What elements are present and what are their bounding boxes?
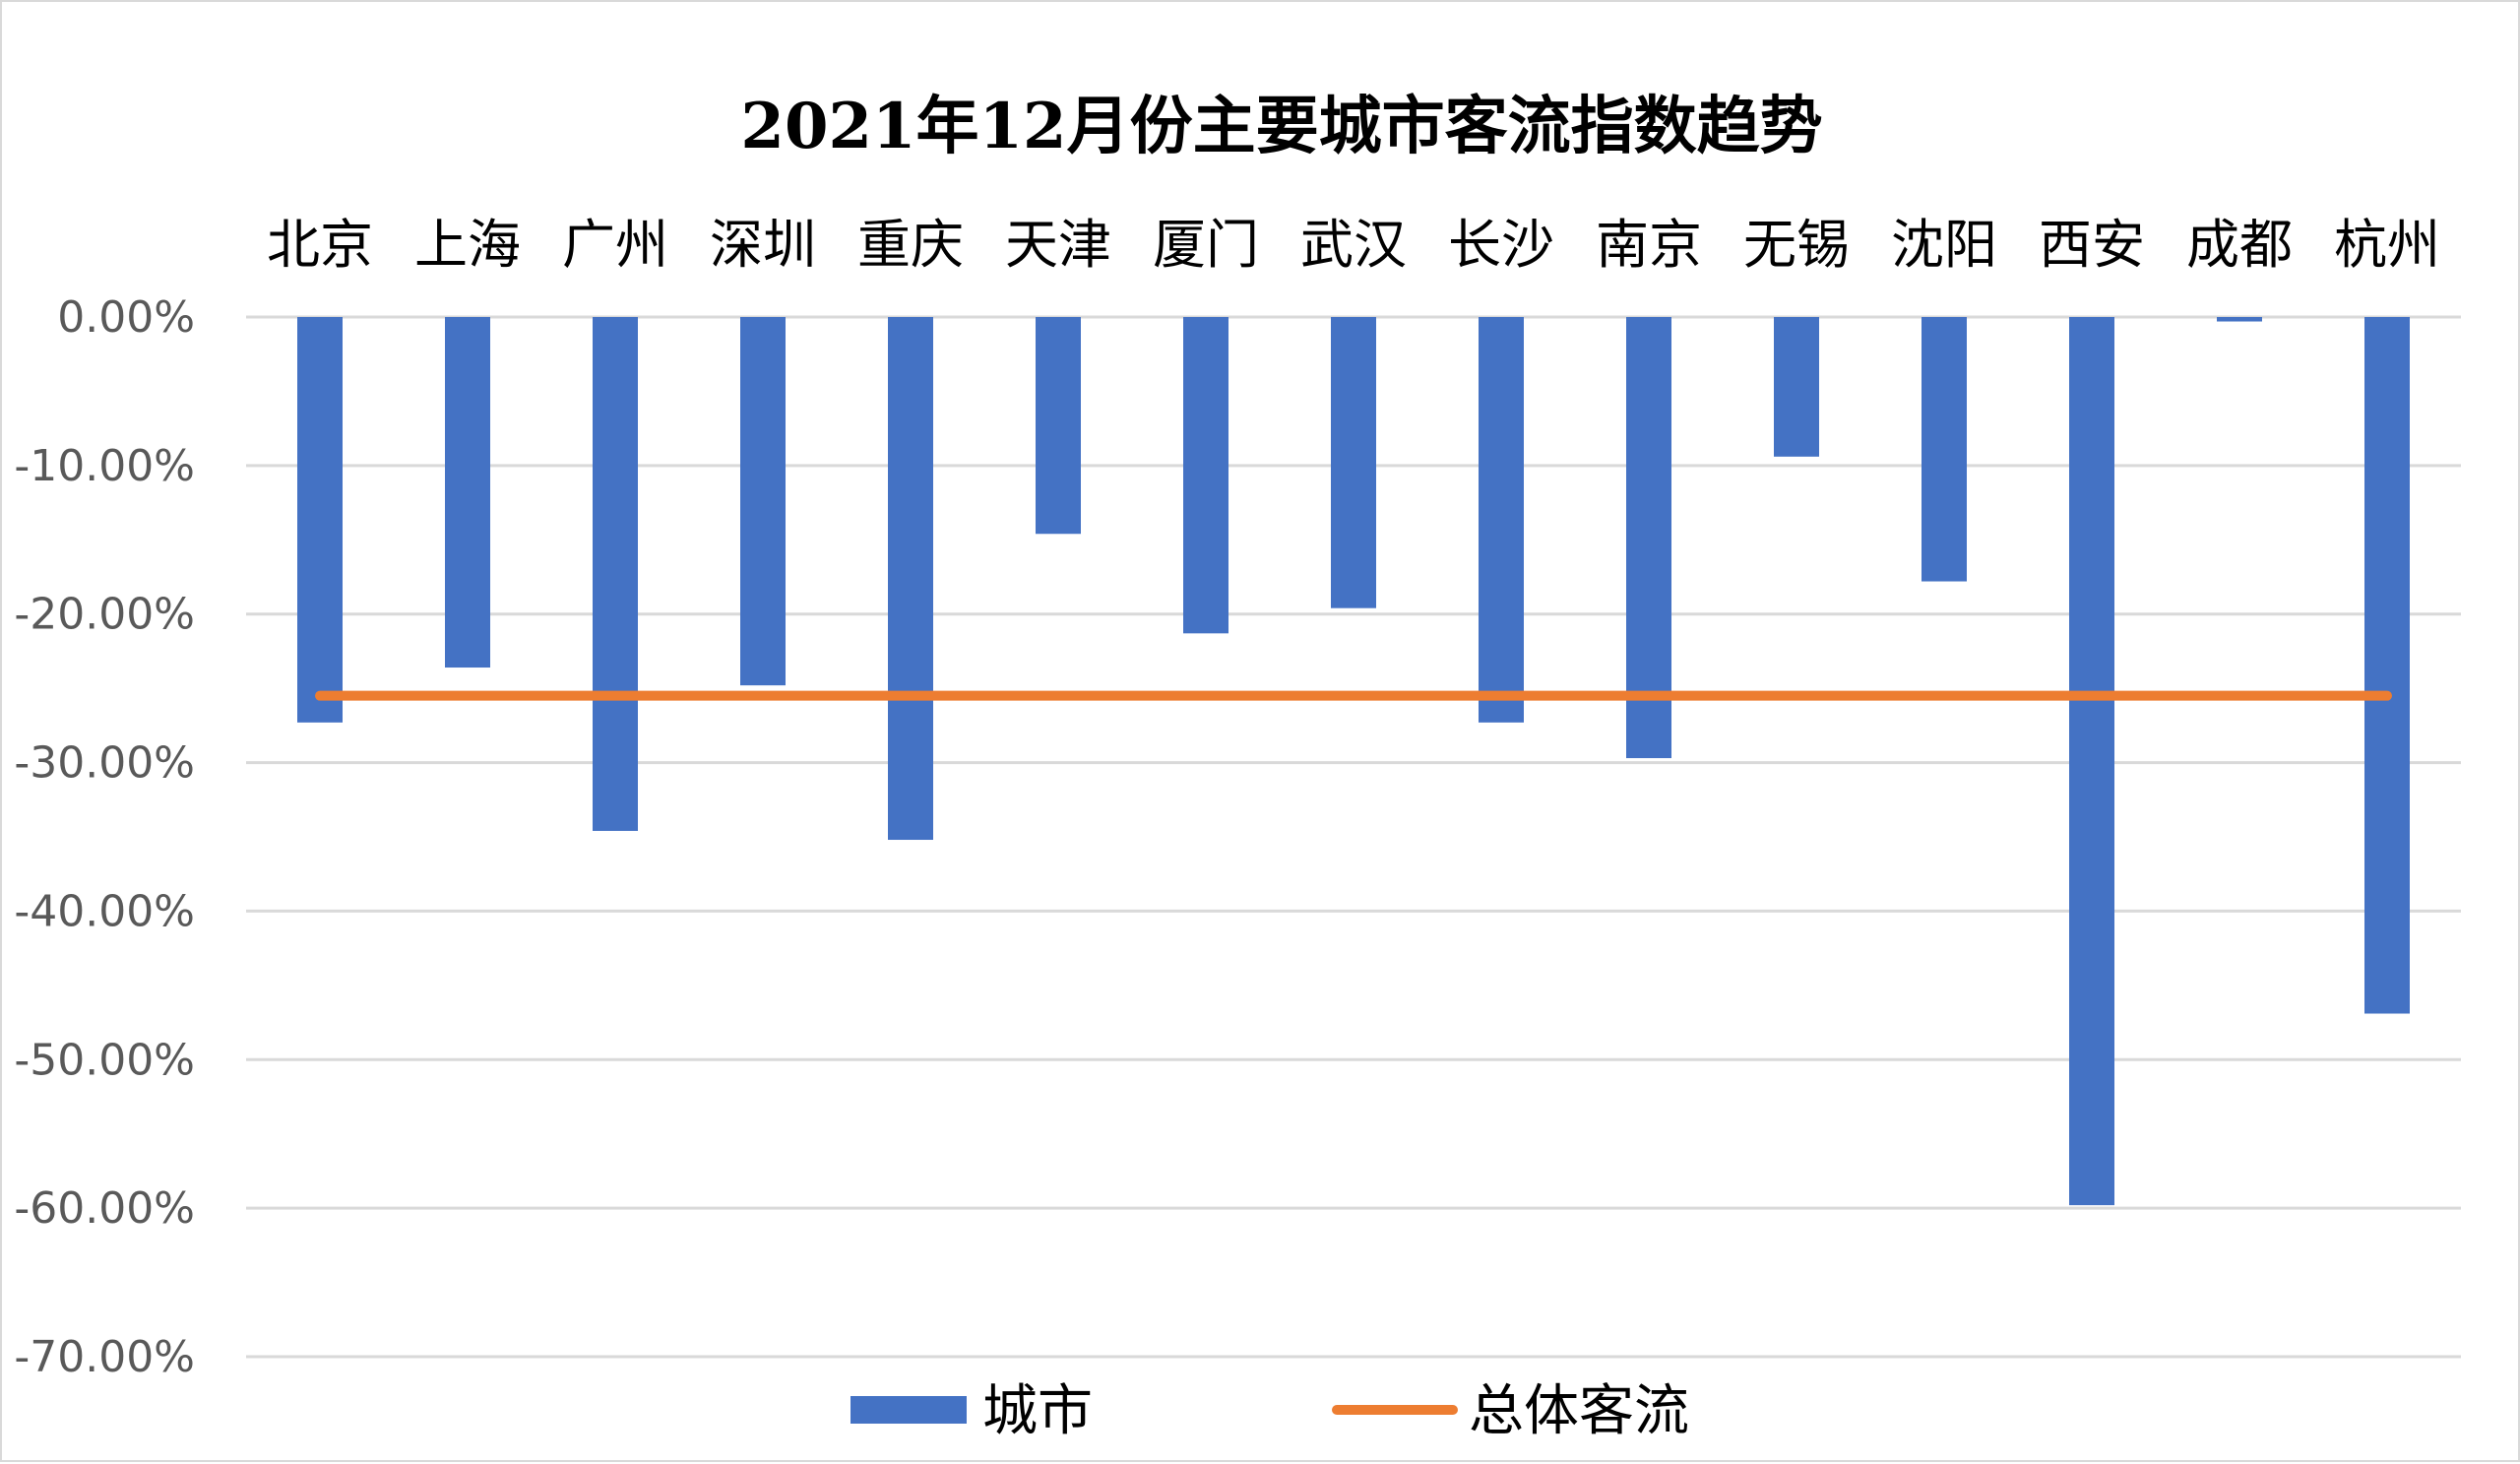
bar-mark <box>1479 317 1524 723</box>
chart-title: 2021年12月份主要城市客流指数趋势 <box>740 90 1822 163</box>
bar-mark <box>740 317 786 686</box>
category-labels: 北京 上海 广州 深圳 重庆 天津 厦门 武汉 长沙 南京 无锡 沈阳 西安 成都 杭州 <box>267 214 2440 276</box>
y-tick-label: -10.00% <box>14 441 195 491</box>
bar-series <box>297 317 2410 1206</box>
category-label: 杭州 <box>2334 214 2440 276</box>
bar-mark <box>2217 317 2262 322</box>
y-axis-tick-labels: 0.00% -10.00% -20.00% -30.00% -40.00% -50.00%… <box>14 292 195 1382</box>
category-label: 沈阳 <box>1891 214 1997 276</box>
bar-mark <box>1036 317 1081 535</box>
y-tick-label: -40.00% <box>14 886 195 936</box>
legend: 城市 总体客流 <box>850 1379 1689 1443</box>
bar-mark <box>445 317 490 668</box>
bar-mark <box>593 317 638 831</box>
y-tick-label: -20.00% <box>14 590 195 640</box>
bar-mark <box>2069 317 2114 1206</box>
category-label: 无锡 <box>1743 214 1850 276</box>
bar-mark <box>2364 317 2410 1014</box>
legend-label-line: 总体客流 <box>1469 1379 1689 1443</box>
y-tick-label: -60.00% <box>14 1183 195 1234</box>
category-label: 武汉 <box>1300 214 1407 276</box>
bar-mark <box>1774 317 1819 457</box>
bar-mark <box>1331 317 1376 608</box>
legend-bar-swatch <box>850 1396 967 1424</box>
bar-mark <box>1922 317 1967 582</box>
category-label: 天津 <box>1005 214 1111 276</box>
category-label: 广州 <box>562 214 668 276</box>
y-tick-label: -50.00% <box>14 1035 195 1085</box>
category-label: 长沙 <box>1448 214 1554 276</box>
bar-mark <box>297 317 343 723</box>
category-label: 深圳 <box>710 214 816 276</box>
bar-mark <box>1183 317 1228 634</box>
category-label: 厦门 <box>1153 214 1259 276</box>
category-label: 西安 <box>2039 214 2145 276</box>
category-label: 南京 <box>1596 214 1702 276</box>
y-tick-label: 0.00% <box>57 292 195 343</box>
category-label: 重庆 <box>857 214 964 276</box>
category-label: 北京 <box>267 214 373 276</box>
y-tick-label: -30.00% <box>14 738 195 789</box>
category-label: 上海 <box>414 214 521 276</box>
bar-mark <box>888 317 933 841</box>
legend-label-bar: 城市 <box>982 1379 1093 1443</box>
y-tick-label: -70.00% <box>14 1332 195 1382</box>
category-label: 成都 <box>2186 214 2293 276</box>
bar-mark <box>1626 317 1671 759</box>
